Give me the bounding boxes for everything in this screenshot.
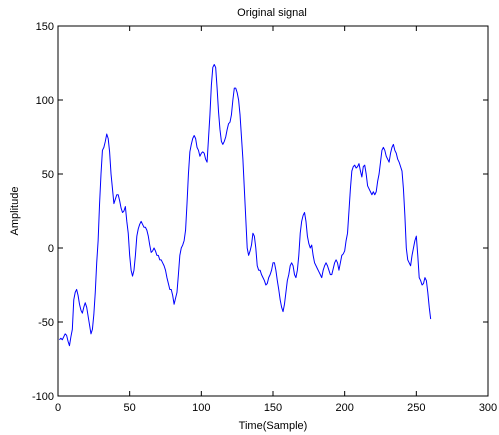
y-tick-label: 150 [36, 21, 54, 33]
x-tick-label: 100 [192, 402, 210, 414]
y-tick-label: 50 [42, 169, 54, 181]
x-axis-label: Time(Sample) [239, 420, 308, 432]
y-tick-label: -50 [38, 317, 54, 329]
x-tick-label: 150 [264, 402, 282, 414]
plot-area [59, 63, 432, 347]
signal-line [59, 63, 432, 347]
y-tick-label: -100 [32, 391, 54, 403]
y-axis-label: Amplitude [9, 187, 21, 236]
y-tick-label: 100 [36, 95, 54, 107]
chart-title: Original signal [237, 7, 307, 19]
axes: 0 50 100 150 200 250 300 -100 -50 0 50 100 150 [32, 21, 497, 414]
x-tick-label: 250 [407, 402, 425, 414]
x-tick-label: 300 [479, 402, 497, 414]
x-tick-label: 0 [55, 402, 61, 414]
x-tick-label: 50 [124, 402, 136, 414]
y-tick-label: 0 [48, 243, 54, 255]
x-tick-label: 200 [335, 402, 353, 414]
